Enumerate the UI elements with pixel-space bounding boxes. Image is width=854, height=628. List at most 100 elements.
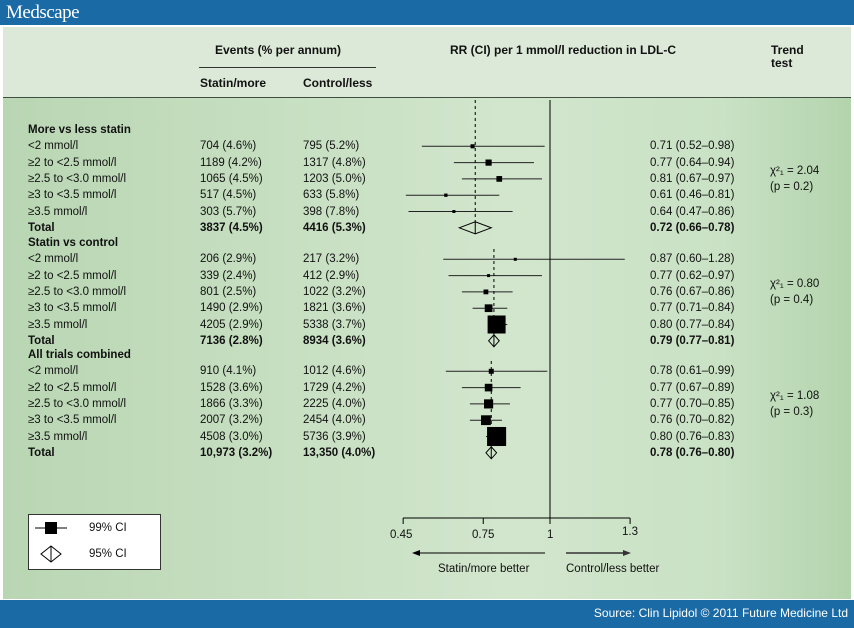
trend-p-value: (p = 0.4) — [770, 293, 814, 306]
total-rr-ci-text: 0.79 (0.77–0.81) — [650, 334, 735, 347]
statin-events: 1490 (2.9%) — [200, 302, 263, 315]
statin-events: 206 (2.9%) — [200, 253, 257, 266]
row-label: <2 mmol/l — [28, 365, 79, 378]
control-events: 2225 (4.0%) — [303, 397, 366, 410]
estimate-square — [485, 159, 492, 166]
rr-ci-text: 0.80 (0.76–0.83) — [650, 430, 735, 443]
rr-ci-text: 0.77 (0.70–0.85) — [650, 397, 735, 410]
control-events: 633 (5.8%) — [303, 189, 360, 202]
trend-p-value: (p = 0.2) — [770, 180, 814, 193]
estimate-square — [481, 415, 491, 426]
control-events: 1317 (4.8%) — [303, 156, 366, 169]
statin-events: 704 (4.6%) — [200, 140, 257, 153]
rr-ci-text: 0.76 (0.70–0.82) — [650, 414, 735, 427]
total-statin-events: 3837 (4.5%) — [200, 221, 263, 234]
control-events: 398 (7.8%) — [303, 205, 360, 218]
table-header — [3, 27, 851, 98]
tick-label: 0.75 — [472, 529, 495, 541]
control-header: Control/less — [303, 76, 373, 90]
control-events: 795 (5.2%) — [303, 140, 360, 153]
direction-left-label: Statin/more better — [438, 563, 530, 575]
statin-events: 517 (4.5%) — [200, 189, 257, 202]
total-diamond — [485, 446, 498, 460]
row-label: ≥3 to <3.5 mmol/l — [28, 302, 117, 315]
total-label: Total — [28, 334, 55, 347]
total-diamond — [457, 221, 493, 235]
rr-ci-text: 0.78 (0.61–0.99) — [650, 365, 735, 378]
statin-events: 1528 (3.6%) — [200, 381, 263, 394]
total-control-events: 4416 (5.3%) — [303, 221, 366, 234]
total-control-events: 13,350 (4.0%) — [303, 446, 376, 459]
group-title: All trials combined — [28, 349, 131, 361]
statin-events: 339 (2.4%) — [200, 269, 257, 282]
control-events: 1729 (4.2%) — [303, 381, 366, 394]
statin-events: 910 (4.1%) — [200, 365, 257, 378]
rr-ci-text: 0.61 (0.46–0.81) — [650, 189, 735, 202]
control-events: 1821 (3.6%) — [303, 302, 366, 315]
figure-panel — [3, 27, 851, 599]
rr-header: RR (CI) per 1 mmol/l reduction in LDL-C — [450, 43, 677, 57]
row-label: ≥3 to <3.5 mmol/l — [28, 189, 117, 202]
trend-header: Trend — [771, 43, 804, 57]
statin-events: 801 (2.5%) — [200, 285, 257, 298]
estimate-square — [470, 144, 475, 149]
row-label: ≥2 to <2.5 mmol/l — [28, 381, 117, 394]
bottom-bar: Source: Clin Lipidol © 2011 Future Medic… — [0, 600, 854, 628]
rr-ci-text: 0.77 (0.62–0.97) — [650, 269, 735, 282]
control-events: 5338 (3.7%) — [303, 318, 366, 331]
arrow-right-head — [623, 550, 631, 556]
direction-right-label: Control/less better — [566, 563, 660, 575]
source-credit: Source: Clin Lipidol © 2011 Future Medic… — [593, 606, 848, 620]
control-events: 1203 (5.0%) — [303, 172, 366, 185]
row-label: ≥3.5 mmol/l — [28, 430, 88, 443]
rr-ci-text: 0.80 (0.77–0.84) — [650, 318, 735, 331]
control-events: 1012 (4.6%) — [303, 365, 366, 378]
control-events: 412 (2.9%) — [303, 269, 360, 282]
rr-ci-text: 0.77 (0.67–0.89) — [650, 381, 735, 394]
estimate-square — [484, 399, 494, 409]
estimate-square — [496, 176, 503, 182]
control-events: 5736 (3.9%) — [303, 430, 366, 443]
medscape-logo[interactable]: Medscape — [6, 2, 80, 23]
statin-events: 1189 (4.2%) — [200, 156, 262, 169]
rr-ci-text: 0.71 (0.52–0.98) — [650, 140, 735, 153]
estimate-square — [513, 257, 517, 261]
rr-ci-text: 0.64 (0.47–0.86) — [650, 205, 735, 218]
header-divider — [199, 67, 376, 68]
control-events: 1022 (3.2%) — [303, 285, 366, 298]
row-label: ≥3.5 mmol/l — [28, 318, 88, 331]
legend: 99% CI 95% CI — [28, 514, 161, 570]
total-statin-events: 10,973 (3.2%) — [200, 446, 273, 459]
events-header: Events (% per annum) — [215, 43, 342, 57]
row-label: ≥2 to <2.5 mmol/l — [28, 156, 117, 169]
square-icon — [45, 522, 57, 534]
legend-95ci: 95% CI — [89, 548, 127, 560]
statin-events: 303 (5.7%) — [200, 205, 257, 218]
estimate-square — [488, 368, 494, 374]
total-control-events: 8934 (3.6%) — [303, 334, 366, 347]
estimate-square — [487, 315, 506, 334]
estimate-square — [452, 210, 456, 213]
control-events: 2454 (4.0%) — [303, 414, 366, 427]
trend-header-2: test — [771, 56, 793, 70]
statin-events: 2007 (3.2%) — [200, 414, 263, 427]
statin-header: Statin/more — [200, 76, 267, 90]
row-label: ≥2.5 to <3.0 mmol/l — [28, 172, 127, 185]
row-label: ≥2 to <2.5 mmol/l — [28, 269, 117, 282]
tick-label: 1 — [547, 529, 554, 541]
group-title: More vs less statin — [28, 124, 131, 136]
statin-events: 4205 (2.9%) — [200, 318, 263, 331]
total-rr-ci-text: 0.72 (0.66–0.78) — [650, 221, 735, 234]
rr-ci-text: 0.77 (0.71–0.84) — [650, 302, 735, 315]
trend-statistic: χ²₁ = 2.04 — [770, 164, 820, 177]
rr-ci-text: 0.76 (0.67–0.86) — [650, 285, 735, 298]
tick-label: 1.3 — [622, 526, 638, 538]
rr-ci-text: 0.87 (0.60–1.28) — [650, 253, 735, 266]
total-rr-ci-text: 0.78 (0.76–0.80) — [650, 446, 735, 459]
trend-statistic: χ²₁ = 0.80 — [770, 277, 820, 290]
rr-ci-text: 0.77 (0.64–0.94) — [650, 156, 735, 169]
diamond-icon — [40, 545, 62, 563]
tick-label: 0.45 — [390, 529, 413, 541]
statin-events: 1065 (4.5%) — [200, 172, 263, 185]
